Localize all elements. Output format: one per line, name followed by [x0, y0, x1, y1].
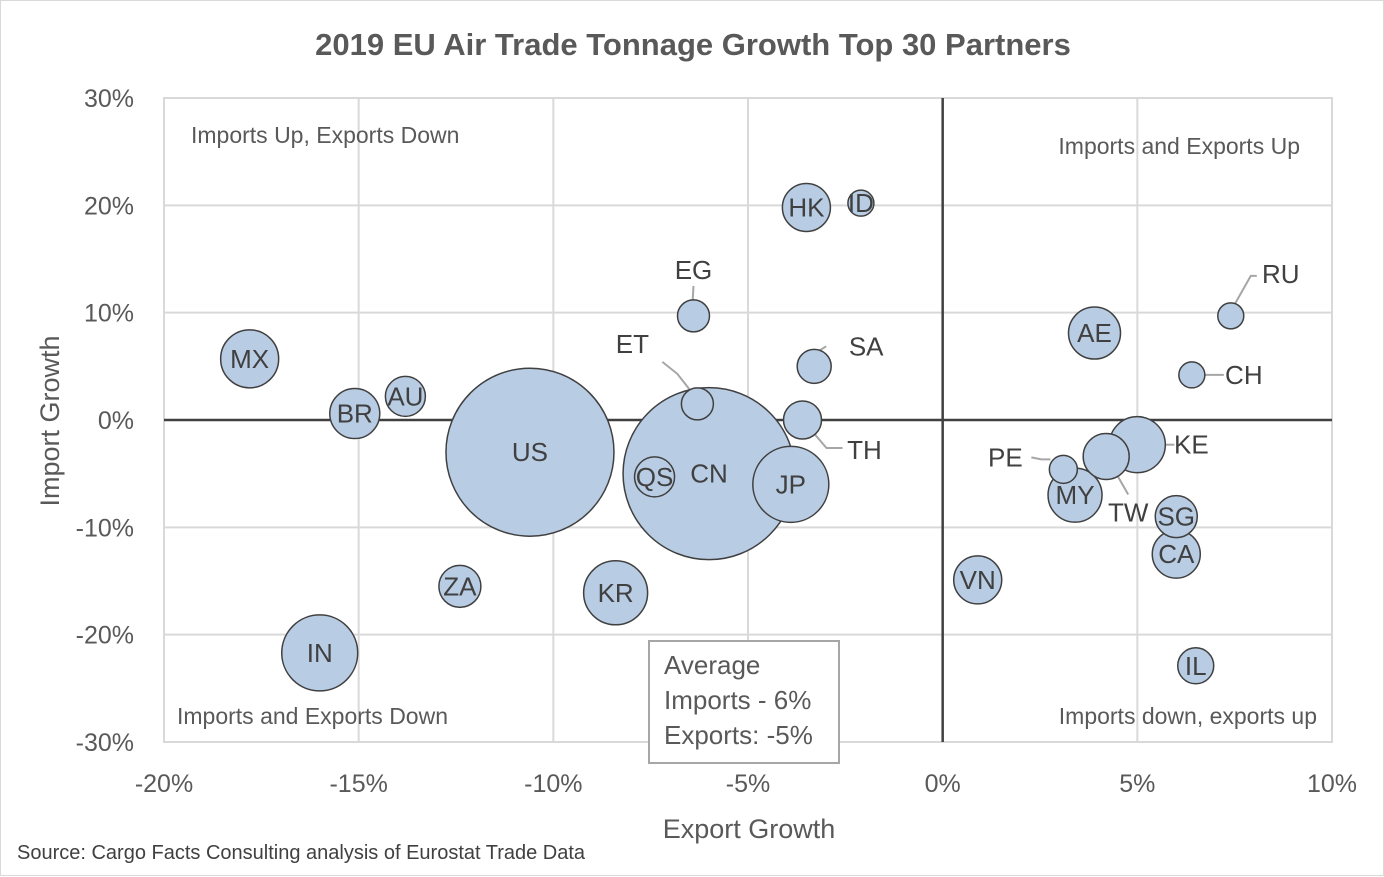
- bubble-id: [847, 189, 875, 217]
- bubble-vn: [952, 555, 1003, 605]
- bubble-mx: [219, 329, 280, 389]
- quadrant-label-top-left: Imports Up, Exports Down: [191, 122, 459, 148]
- y-tick-label: -20%: [76, 622, 134, 650]
- x-tick-label: 10%: [1307, 770, 1357, 798]
- y-tick-label: 30%: [84, 85, 134, 113]
- bubble-label-ch: CH: [1225, 360, 1263, 390]
- bubble-labels: US CN JP QS KR IN ZA MX BR AU EG ET HK ID SA TH AE RU CH KE…: [230, 188, 1299, 681]
- bubble-jp: [752, 445, 830, 524]
- chart-title: 2019 EU Air Trade Tonnage Growth Top 30 …: [315, 27, 1071, 62]
- x-tick-label: 0%: [925, 770, 961, 798]
- bubble-label-ae: AE: [1077, 318, 1112, 348]
- bubble-label-au: AU: [387, 381, 423, 411]
- bubble-et: [680, 387, 715, 421]
- bubble-label-tw: TW: [1108, 497, 1149, 527]
- bubble-ru: [1217, 302, 1245, 330]
- bubble-eg: [676, 299, 711, 333]
- bubble-label-in: IN: [307, 638, 333, 668]
- bubble-au: [384, 375, 427, 418]
- bubble-label-br: BR: [337, 399, 373, 429]
- y-tick-label: 0%: [98, 407, 134, 435]
- bubble-label-ru: RU: [1262, 259, 1300, 289]
- x-tick-label: 5%: [1119, 770, 1155, 798]
- bubble-tw: [1082, 432, 1130, 481]
- average-title: Average: [664, 650, 760, 680]
- bubble-ch: [1178, 361, 1206, 389]
- bubble-br: [329, 387, 381, 440]
- bubble-label-hk: HK: [788, 192, 825, 222]
- bubble-label-il: IL: [1185, 651, 1207, 681]
- bubble-label-us: US: [512, 437, 548, 467]
- bubble-label-mx: MX: [230, 344, 269, 374]
- bubble-label-vn: VN: [960, 565, 996, 595]
- y-tick-label: -30%: [76, 729, 134, 757]
- bubble-label-cn: CN: [690, 459, 728, 489]
- bubble-kr: [582, 560, 649, 626]
- quadrant-label-top-right: Imports and Exports Up: [1058, 133, 1300, 159]
- quadrant-label-bottom-left: Imports and Exports Down: [177, 703, 448, 729]
- average-box: Average Imports - 6% Exports: -5%: [648, 640, 840, 764]
- leader-line-ru: [1232, 274, 1257, 307]
- x-tick-label: -5%: [726, 770, 770, 798]
- y-tick-label: 20%: [84, 192, 134, 220]
- bubble-label-th: TH: [847, 435, 882, 465]
- leader-line-pe: [1031, 456, 1051, 461]
- bubble-th: [782, 400, 823, 440]
- x-axis-title: Export Growth: [663, 814, 836, 844]
- bubble-il: [1176, 647, 1215, 685]
- bubble-za: [438, 564, 482, 609]
- bubble-label-kr: KR: [598, 578, 634, 608]
- bubble-label-et: ET: [616, 329, 649, 359]
- bubble-us: [445, 367, 615, 537]
- bubble-hk: [781, 182, 832, 233]
- bubble-pe: [1048, 454, 1079, 485]
- bubbles: [219, 182, 1245, 692]
- y-tick-label: 10%: [84, 300, 134, 328]
- average-exports: Exports: -5%: [664, 720, 813, 750]
- average-imports: Imports - 6%: [664, 685, 811, 715]
- bubble-label-sg: SG: [1157, 502, 1195, 532]
- bubble-label-ke: KE: [1174, 430, 1209, 460]
- tick-labels: -20% -15% -10% -5% 0% 5% 10%-30%-20%-10%0%10%2…: [76, 85, 1357, 798]
- x-tick-label: -20%: [135, 770, 193, 798]
- bubble-qs: [633, 456, 676, 498]
- bubble-sg: [1154, 494, 1199, 539]
- source-note: Source: Cargo Facts Consulting analysis …: [17, 842, 586, 864]
- bubble-in: [280, 614, 359, 692]
- bubble-label-za: ZA: [443, 571, 477, 601]
- x-tick-label: -15%: [329, 770, 387, 798]
- bubble-label-qs: QS: [636, 462, 674, 492]
- bubble-label-pe: PE: [988, 442, 1023, 472]
- bubble-label-my: MY: [1056, 480, 1095, 510]
- bubble-label-eg: EG: [675, 255, 713, 285]
- x-tick-label: -10%: [524, 770, 582, 798]
- bubble-ae: [1067, 306, 1122, 360]
- bubble-label-jp: JP: [776, 469, 806, 499]
- quadrant-label-bottom-right: Imports down, exports up: [1059, 703, 1317, 729]
- bubble-sa: [796, 348, 832, 385]
- bubble-label-sa: SA: [849, 331, 884, 361]
- average-box-border: [648, 640, 840, 764]
- bubble-label-id: ID: [848, 188, 874, 218]
- y-axis-title: Import Growth: [35, 335, 65, 506]
- y-tick-label: -10%: [76, 514, 134, 542]
- bubble-label-ca: CA: [1158, 539, 1195, 569]
